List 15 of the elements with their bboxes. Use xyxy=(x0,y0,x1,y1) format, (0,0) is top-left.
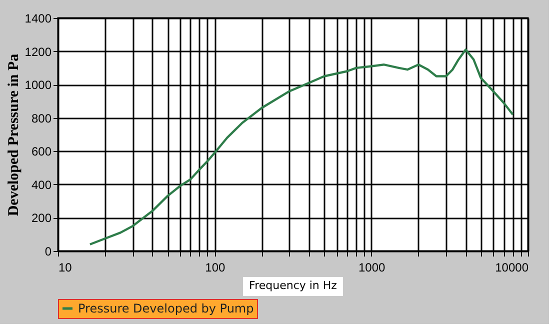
y-tick-label: 0 xyxy=(44,244,52,258)
x-tick-label: 1000 xyxy=(358,260,386,274)
y-tick-label: 1000 xyxy=(24,78,52,92)
y-axis-title: Developed Pressure in Pa xyxy=(6,53,22,216)
x-axis-title: Frequency in Hz xyxy=(249,279,338,292)
y-tick-label: 200 xyxy=(31,211,52,226)
y-tick-label: 600 xyxy=(31,144,52,159)
y-tick-label: 800 xyxy=(31,111,52,126)
y-tick-label: 1200 xyxy=(24,44,52,59)
x-tick-label: 10000 xyxy=(495,260,529,274)
legend-label: Pressure Developed by Pump xyxy=(78,302,254,316)
x-tick-label: 10 xyxy=(58,260,72,274)
y-tick-label: 1400 xyxy=(24,12,52,26)
x-tick-label: 100 xyxy=(205,260,226,274)
y-tick-label: 400 xyxy=(31,178,52,192)
